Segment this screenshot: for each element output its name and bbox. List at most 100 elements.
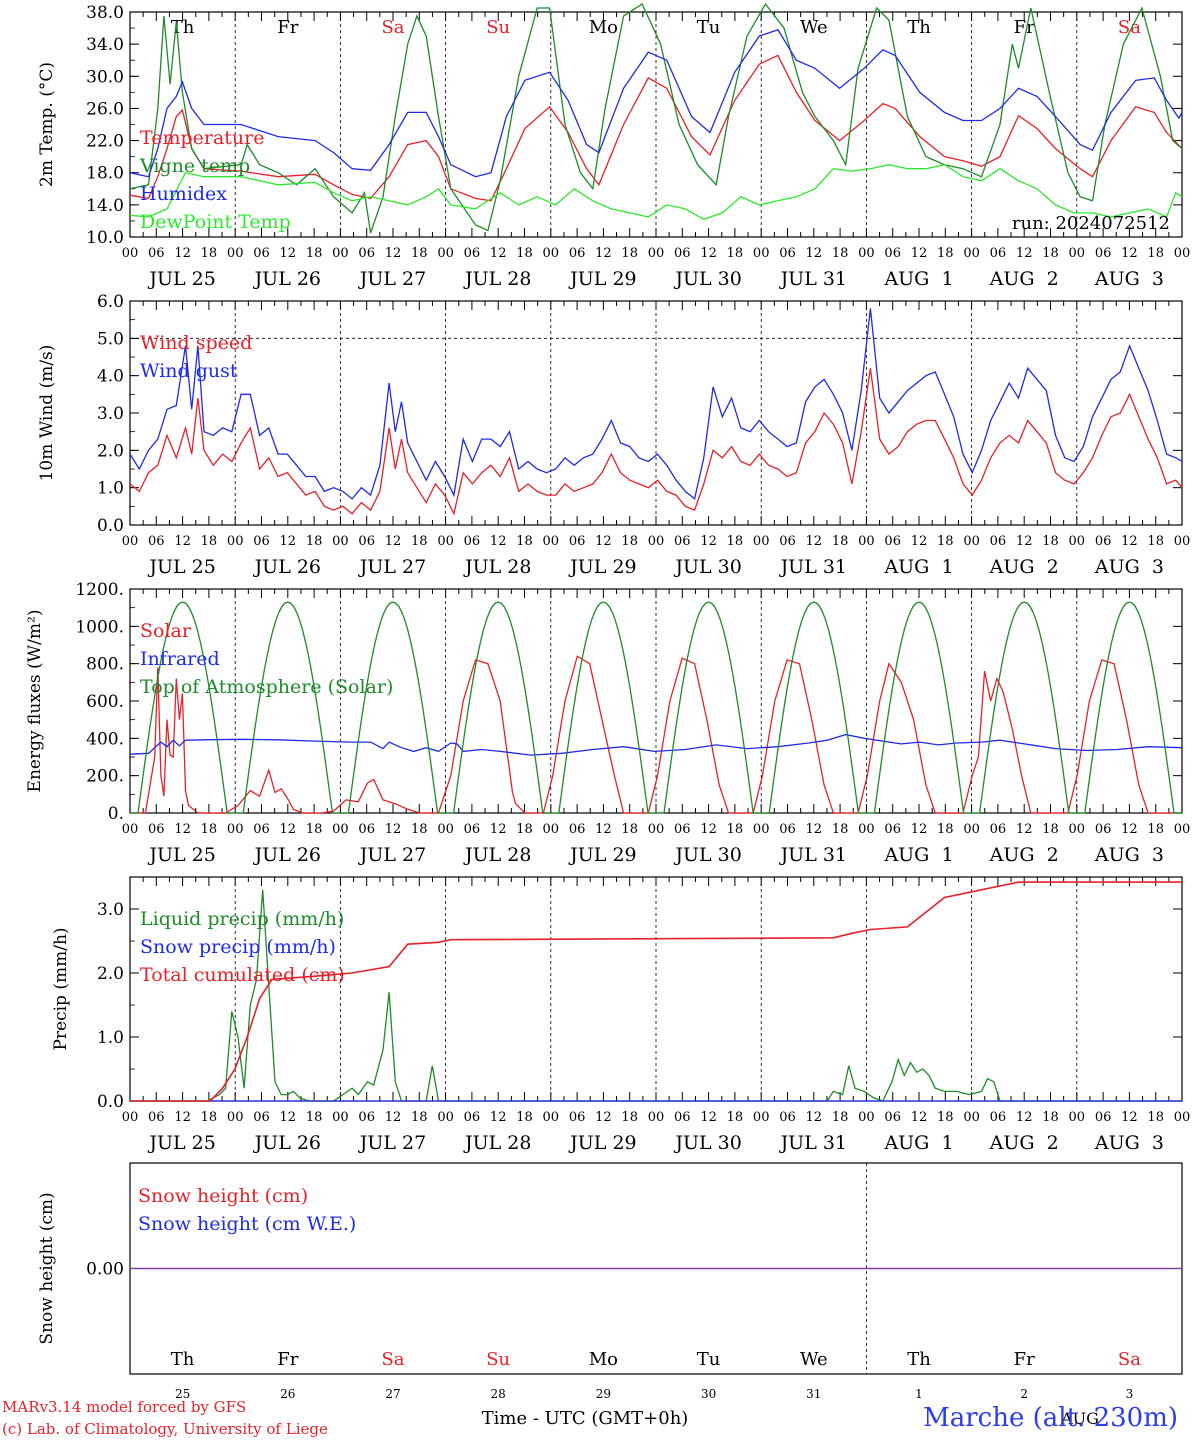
- series-line-dewpoint-temp: [129, 164, 1183, 221]
- hour-tick-label: 06: [779, 534, 796, 549]
- y-tick-label: 2.0: [97, 964, 124, 984]
- date-label: AUG 2: [989, 844, 1059, 866]
- hour-tick-label: 18: [937, 246, 954, 261]
- y-axis-label: Energy fluxes (W/m²): [25, 610, 45, 793]
- hour-tick-label: 12: [911, 534, 928, 549]
- y-axis-label: Snow height (cm): [37, 1192, 57, 1344]
- panel-temp: 10.0 14.0 18.0 22.0 26.0 30.0 34.0 38.0 2m Temp.…: [37, 2, 1190, 290]
- hour-tick-label: 12: [595, 534, 612, 549]
- hour-tick-label: 00: [963, 1110, 980, 1125]
- legend-entry: Temperature: [140, 127, 264, 149]
- hour-tick-label: 12: [1016, 534, 1033, 549]
- hour-tick-label: 18: [1147, 534, 1164, 549]
- hour-tick-label: 06: [884, 534, 901, 549]
- y-tick-label: 1.0: [97, 1028, 124, 1048]
- date-label: JUL 28: [463, 1132, 531, 1154]
- date-label: JUL 26: [253, 844, 321, 866]
- series-line-humidex: [129, 28, 1183, 178]
- weekday-label: Su: [486, 17, 510, 38]
- date-label: JUL 26: [253, 268, 321, 290]
- weekday-label: Tu: [697, 1349, 721, 1370]
- legend-entry: Solar: [140, 620, 192, 642]
- y-tick-label: 4.0: [97, 367, 124, 387]
- hour-tick-label: 00: [543, 1110, 560, 1125]
- hour-tick-label: 06: [358, 534, 375, 549]
- hour-tick-label: 12: [490, 534, 507, 549]
- y-tick-label: 22.0: [86, 132, 124, 152]
- date-label: JUL 30: [673, 556, 741, 578]
- panel-snow: 0.00 Snow height (cm) Snow height (cm) Snow…: [37, 1162, 1183, 1401]
- hour-tick-label: 06: [1095, 1110, 1112, 1125]
- hour-tick-label: 00: [227, 822, 244, 837]
- hour-tick-label: 00: [227, 534, 244, 549]
- hour-tick-label: 18: [1147, 246, 1164, 261]
- date-label: AUG 1: [883, 1132, 953, 1154]
- hour-tick-label: 06: [464, 246, 481, 261]
- hour-tick-label: 06: [990, 1110, 1007, 1125]
- hour-tick-label: 06: [779, 246, 796, 261]
- hour-tick-label: 06: [358, 1110, 375, 1125]
- hour-tick-label: 00: [332, 246, 349, 261]
- hour-tick-label: 18: [621, 822, 638, 837]
- y-tick-label: 0.0: [97, 516, 124, 536]
- hour-tick-label: 18: [306, 1110, 323, 1125]
- hour-tick-label: 12: [911, 822, 928, 837]
- legend-entry: Snow precip (mm/h): [140, 936, 336, 958]
- hour-tick-label: 06: [1095, 246, 1112, 261]
- footer: MARv3.14 model forced by GFS (c) Lab. of …: [2, 1398, 1178, 1438]
- hour-tick-label: 12: [280, 1110, 297, 1125]
- hour-tick-label: 12: [806, 246, 823, 261]
- hour-tick-label: 00: [648, 1110, 665, 1125]
- hour-tick-label: 12: [1121, 1110, 1138, 1125]
- hour-tick-label: 18: [201, 1110, 218, 1125]
- hour-tick-label: 00: [753, 822, 770, 837]
- month-label: AUG: [1060, 1409, 1099, 1428]
- hour-tick-label: 18: [411, 246, 428, 261]
- hour-tick-label: 00: [753, 246, 770, 261]
- y-tick-label: 0.00: [86, 1260, 124, 1280]
- date-label: AUG 3: [1094, 844, 1164, 866]
- weekday-label: Sa: [381, 1349, 404, 1370]
- date-label: JUL 27: [358, 556, 426, 578]
- date-label: JUL 29: [568, 556, 636, 578]
- hour-tick-label: 12: [280, 246, 297, 261]
- hour-tick-label: 06: [148, 246, 165, 261]
- hour-tick-label: 00: [1174, 534, 1191, 549]
- y-axis-label: Precip (mm/h): [51, 927, 71, 1050]
- hour-tick-label: 06: [464, 534, 481, 549]
- panel-wind: 0.0 1.0 2.0 3.0 4.0 5.0 6.0 10m Wind (m/s) Wind …: [37, 292, 1190, 578]
- legend-entry: DewPoint Temp: [140, 211, 291, 233]
- hour-tick-label: 12: [385, 1110, 402, 1125]
- hour-tick-label: 18: [832, 1110, 849, 1125]
- hour-tick-label: 00: [753, 1110, 770, 1125]
- weekday-label: Th: [907, 17, 931, 38]
- hour-tick-label: 06: [253, 822, 270, 837]
- x-axis-label: Time - UTC (GMT+0h): [482, 1408, 689, 1429]
- weekday-label: Fr: [277, 17, 298, 38]
- hour-tick-label: 18: [937, 534, 954, 549]
- hour-tick-label: 18: [832, 822, 849, 837]
- hour-tick-label: 06: [148, 822, 165, 837]
- hour-tick-label: 06: [569, 822, 586, 837]
- date-label: JUL 28: [463, 268, 531, 290]
- hour-tick-label: 00: [1174, 1110, 1191, 1125]
- hour-tick-label: 00: [1069, 246, 1086, 261]
- hour-tick-label: 18: [832, 246, 849, 261]
- hour-tick-label: 06: [674, 534, 691, 549]
- weekday-label: Fr: [1014, 1349, 1035, 1370]
- day-number: 1: [915, 1387, 923, 1401]
- y-tick-label: 3.0: [97, 900, 124, 920]
- hour-tick-label: 18: [832, 534, 849, 549]
- date-label: JUL 25: [147, 268, 215, 290]
- hour-tick-label: 00: [227, 1110, 244, 1125]
- date-label: AUG 3: [1094, 268, 1164, 290]
- hour-tick-label: 06: [569, 1110, 586, 1125]
- series-line-vigne-temp: [129, 2, 1183, 234]
- hour-tick-label: 00: [858, 822, 875, 837]
- date-label: AUG 1: [883, 556, 953, 578]
- y-tick-label: 3.0: [97, 404, 124, 424]
- date-label: AUG 1: [883, 844, 953, 866]
- weekday-label: Fr: [277, 1349, 298, 1370]
